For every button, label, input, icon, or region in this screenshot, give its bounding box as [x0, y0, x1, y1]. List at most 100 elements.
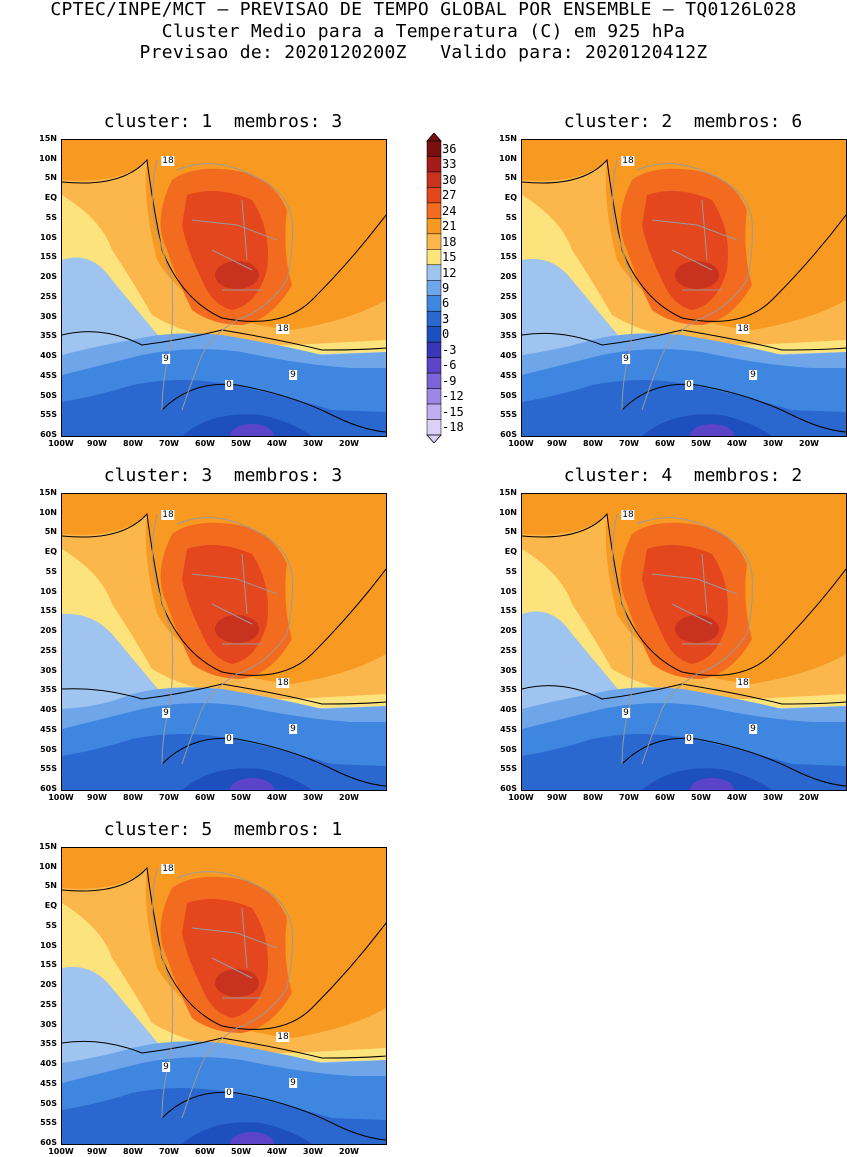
- contour-0: [161, 1091, 386, 1141]
- lon-tick-label: 100W: [508, 439, 534, 448]
- lat-tick-label: 20S: [40, 626, 57, 636]
- lat-tick-label: 30S: [500, 665, 517, 675]
- lat-tick-label: 20S: [40, 980, 57, 990]
- lon-tick-label: 20W: [339, 439, 359, 448]
- header-title-line3: Previsao de: 2020120200Z Valido para: 20…: [139, 42, 708, 63]
- coastline: [612, 513, 753, 765]
- lon-tick-label: 70W: [619, 439, 639, 448]
- header-title-line2: Cluster Medio para a Temperatura (C) em …: [161, 21, 686, 42]
- lon-tick-label: 30W: [303, 439, 323, 448]
- field-core-cold: [230, 778, 274, 790]
- country-borders: [191, 907, 278, 999]
- colorbar-label: 0: [442, 327, 450, 342]
- lat-tick-label: 45S: [40, 1078, 57, 1088]
- colorbar-label: -12: [442, 389, 464, 404]
- lat-tick-label: 55S: [500, 764, 517, 774]
- lat-tick-label: 5S: [505, 212, 517, 222]
- contour-label: 0: [225, 1088, 233, 1098]
- field-core-cold: [230, 1132, 274, 1144]
- colorbar-swatch: [426, 372, 442, 389]
- map-panel: cluster: 3 membros: 3 15N 10N 5N EQ 5S 10S 15S 2…: [39, 465, 387, 802]
- lon-tick-label: 60W: [655, 439, 675, 448]
- field-core-hot: [675, 261, 719, 289]
- lon-tick-label: 60W: [195, 1147, 215, 1156]
- lat-tick-label: 60S: [500, 430, 517, 439]
- temperature-field: [62, 494, 386, 790]
- lat-tick-label: 15N: [499, 134, 517, 143]
- lon-tick-label: 40W: [267, 793, 287, 802]
- lat-tick-label: 25S: [500, 291, 517, 301]
- contour-label: 18: [736, 678, 750, 688]
- colorbar-swatch: [426, 218, 442, 235]
- lon-tick-label: 80W: [123, 793, 143, 802]
- colorbar-swatch: [426, 419, 442, 436]
- lon-tick-label: 20W: [339, 1147, 359, 1156]
- colorbar-label: -3: [442, 342, 457, 357]
- field-band-0-3: [522, 380, 846, 436]
- lat-tick-label: 35S: [40, 1039, 57, 1049]
- lon-tick-label: 100W: [48, 439, 74, 448]
- lat-tick-label: 15N: [499, 488, 517, 497]
- lat-tick-label: 5N: [44, 881, 57, 891]
- contour-0: [621, 383, 846, 433]
- contour-label: 18: [161, 156, 175, 166]
- lat-tick-label: 45S: [500, 370, 517, 380]
- colorbar-label: 21: [442, 219, 457, 234]
- lat-tick-label: 5N: [44, 527, 57, 537]
- contour-label: 9: [162, 1062, 170, 1072]
- lat-tick-label: 15S: [40, 960, 57, 970]
- contour-label: 18: [736, 324, 750, 334]
- temperature-colorbar: [426, 133, 442, 443]
- contour-18: [62, 512, 386, 676]
- lat-tick-label: EQ: [44, 193, 57, 203]
- contour-label: 18: [276, 1032, 290, 1042]
- lon-tick-label: 90W: [547, 793, 567, 802]
- colorbar-label: 36: [442, 141, 457, 156]
- colorbar-label: 18: [442, 234, 457, 249]
- lon-tick-label: 50W: [691, 793, 711, 802]
- contour-18: [62, 866, 386, 1030]
- contour-label: 9: [289, 370, 297, 380]
- map-area: [61, 139, 387, 437]
- colorbar-swatch: [426, 249, 442, 266]
- field-band-0-3: [62, 734, 386, 790]
- lat-tick-label: 15N: [39, 134, 57, 143]
- contour-label: 9: [162, 708, 170, 718]
- lat-tick-label: 15S: [500, 252, 517, 262]
- colorbar-min-arrow: [426, 434, 442, 443]
- lat-tick-label: 25S: [40, 291, 57, 301]
- lat-tick-label: EQ: [504, 547, 517, 557]
- map-panel: cluster: 2 membros: 6 15N 10N 5N EQ 5S 10S 15S 2…: [499, 111, 847, 448]
- lon-tick-label: 50W: [231, 1147, 251, 1156]
- lat-tick-label: 10S: [40, 586, 57, 596]
- map-panel: cluster: 5 membros: 1 15N 10N 5N EQ 5S 10S 15S 2…: [39, 819, 387, 1156]
- map-area: [61, 847, 387, 1145]
- panel-title: cluster: 3 membros: 3: [103, 465, 343, 486]
- lon-tick-label: 20W: [799, 439, 819, 448]
- field-band-0-3: [62, 380, 386, 436]
- field-band-0-3: [522, 734, 846, 790]
- country-borders: [651, 553, 738, 645]
- contour-0: [161, 737, 386, 787]
- lat-tick-label: 10S: [40, 232, 57, 242]
- temperature-field: [62, 848, 386, 1144]
- lat-tick-label: 45S: [40, 724, 57, 734]
- colorbar-label: -6: [442, 358, 457, 373]
- colorbar-swatch: [426, 171, 442, 188]
- field-core-hot: [215, 615, 259, 643]
- colorbar-label: 15: [442, 250, 457, 265]
- lat-tick-label: 55S: [40, 1118, 57, 1128]
- lat-tick-label: 10N: [39, 153, 57, 163]
- contour-label: 0: [685, 380, 693, 390]
- field-core-cold: [690, 424, 734, 436]
- lat-tick-label: 30S: [500, 311, 517, 321]
- colorbar-swatch: [426, 187, 442, 204]
- lat-tick-label: 35S: [40, 685, 57, 695]
- colorbar-swatch: [426, 202, 442, 219]
- lat-tick-label: 20S: [40, 272, 57, 282]
- lat-tick-label: 30S: [40, 665, 57, 675]
- lat-tick-label: 15S: [40, 252, 57, 262]
- lat-tick-label: 15S: [40, 606, 57, 616]
- contour-label: 18: [276, 324, 290, 334]
- lat-tick-label: 60S: [500, 784, 517, 793]
